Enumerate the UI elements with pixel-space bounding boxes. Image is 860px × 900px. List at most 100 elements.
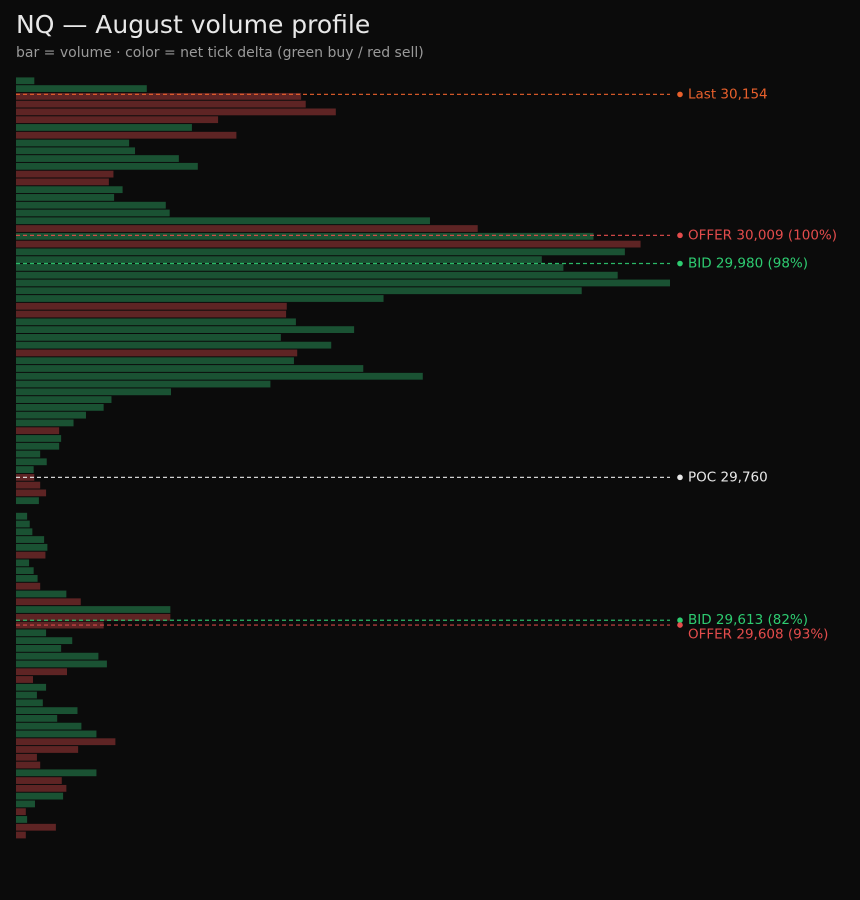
volume-bar-29640 [16,590,67,598]
volume-bar-30032 [16,209,170,217]
volume-bar-29480 [16,746,79,753]
volume-bar-30064 [16,178,109,186]
volume-bar-29888 [16,349,298,357]
volume-bar-29856 [16,380,271,388]
volume-bar-29408 [16,816,28,823]
volume-bar-29440 [16,784,67,792]
volume-bar-29984 [16,256,542,264]
volume-bar-29624 [16,606,171,613]
volume-bar-29832 [16,403,104,411]
volume-bar-29448 [16,777,62,784]
volume-bar-29544 [16,683,47,691]
volume-bar-30056 [16,186,123,194]
volume-bar-29896 [16,341,332,349]
volume-bar-29848 [16,388,171,396]
volume-bar-29392 [16,831,26,839]
volume-bar-29680 [16,551,46,559]
volume-bars [16,77,670,839]
volume-bar-29792 [16,442,60,450]
volume-bar-29528 [16,699,43,707]
volume-bar-29616 [16,613,171,621]
volume-bar-29928 [16,310,287,318]
volume-bar-29472 [16,753,37,761]
volume-bar-29424 [16,800,35,808]
volume-bar-29864 [16,372,423,380]
volume-bar-29904 [16,333,281,341]
volume-bar-30112 [16,131,237,139]
volume-bar-30168 [16,77,35,85]
volume-bar-29536 [16,691,37,699]
volume-bar-29704 [16,528,33,536]
volume-bar-29656 [16,575,38,582]
level-dot-offer-29608 [677,622,683,628]
level-offer-29608: OFFER 29,608 (93%) [16,622,828,643]
volume-bar-29504 [16,722,82,730]
volume-bar-29920 [16,318,296,326]
level-offer-30009: OFFER 30,009 (100%) [16,227,837,243]
volume-bar-30080 [16,162,198,170]
chart-title: NQ — August volume profile [16,10,371,39]
volume-bar-29776 [16,458,47,466]
volume-bar-29672 [16,559,30,567]
level-dot-last-30154 [677,91,683,98]
volume-bar-29584 [16,645,62,652]
level-dot-poc-29760 [677,474,683,481]
volume-bar-29968 [16,271,618,279]
volume-bar-29552 [16,676,33,683]
volume-bar-30088 [16,155,179,162]
volume-bar-29768 [16,466,34,473]
volume-bar-30000 [16,240,641,248]
volume-bar-29520 [16,707,78,715]
level-dot-bid-29980 [677,260,683,267]
volume-bar-29464 [16,761,41,769]
level-label-offer-29608: OFFER 29,608 (93%) [688,627,828,643]
volume-bar-29944 [16,295,384,302]
volume-bar-29880 [16,357,294,365]
volume-bar-30008 [16,232,594,240]
chart-subtitle: bar = volume · color = net tick delta (g… [16,45,424,61]
volume-bar-30096 [16,147,136,155]
volume-bar-30040 [16,201,166,209]
volume-bar-29816 [16,419,74,427]
volume-bar-29488 [16,738,116,746]
volume-bar-29712 [16,520,30,528]
volume-bar-30016 [16,225,478,232]
level-poc-29760: POC 29,760 [16,469,768,485]
volume-bar-29688 [16,543,48,551]
volume-bar-29912 [16,326,355,334]
level-label-poc-29760: POC 29,760 [688,469,768,485]
volume-bar-29936 [16,302,287,310]
volume-bar-29872 [16,365,364,372]
volume-bar-29648 [16,582,41,590]
volume-bar-29568 [16,660,107,668]
volume-bar-29752 [16,481,41,489]
volume-bar-29720 [16,512,28,520]
volume-bar-30120 [16,124,192,131]
level-bid-29613: BID 29,613 (82%) [16,612,808,628]
volume-bar-29736 [16,497,39,505]
volume-bar-29808 [16,427,60,435]
price-levels: Last 30,154 OFFER 30,009 (100%) BID 29,980… [16,86,837,643]
volume-bar-29432 [16,792,64,800]
volume-bar-29840 [16,396,112,403]
volume-bar-29976 [16,264,564,271]
volume-bar-30136 [16,108,336,116]
volume-bar-30128 [16,116,219,124]
volume-bar-30048 [16,194,115,201]
volume-bar-29592 [16,637,73,645]
volume-bar-29960 [16,279,670,287]
level-label-bid-29980: BID 29,980 (98%) [688,256,808,272]
level-bid-29980: BID 29,980 (98%) [16,256,808,272]
volume-bar-29600 [16,629,47,637]
volume-bar-30024 [16,217,430,225]
volume-bar-29576 [16,652,99,660]
volume-bar-29696 [16,536,45,543]
volume-bar-29824 [16,411,86,419]
level-label-offer-30009: OFFER 30,009 (100%) [688,227,837,243]
volume-bar-29992 [16,248,625,256]
volume-bar-30144 [16,100,306,108]
volume-bar-30152 [16,92,302,100]
volume-bar-30160 [16,85,147,92]
volume-bar-29664 [16,567,34,575]
volume-bar-30072 [16,170,114,178]
